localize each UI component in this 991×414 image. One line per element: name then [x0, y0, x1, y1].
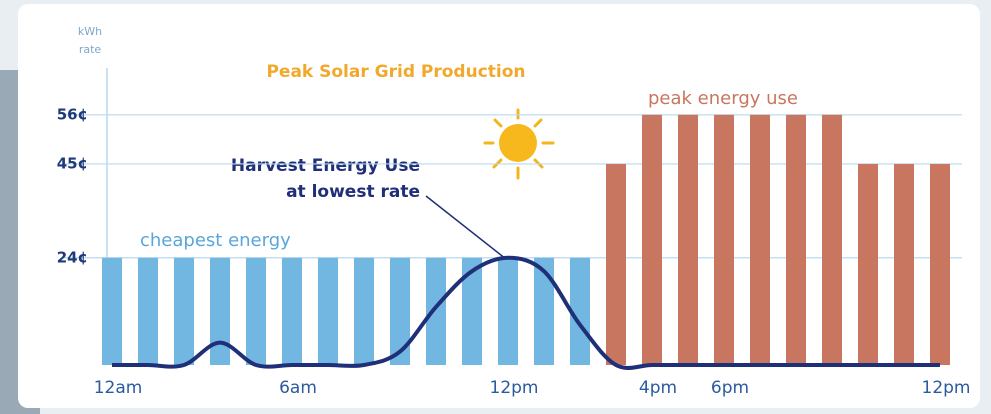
bar	[858, 163, 878, 365]
annotation: cheapest energy	[140, 230, 291, 251]
bar	[102, 257, 122, 365]
bar	[318, 257, 338, 365]
x-tick-label: 6pm	[711, 378, 749, 398]
bar	[534, 257, 554, 365]
bar	[174, 257, 194, 365]
x-tick-label: 6am	[279, 378, 317, 398]
bar	[282, 257, 302, 365]
x-tick-label: 4pm	[639, 378, 677, 398]
bar	[354, 257, 374, 365]
bar	[642, 114, 662, 365]
y-tick-label: 24¢	[57, 248, 88, 266]
bar	[138, 257, 158, 365]
annotation: peak energy use	[648, 88, 798, 109]
annotation: Harvest Energy Use	[231, 156, 420, 176]
sun	[483, 108, 555, 180]
bar	[786, 114, 806, 365]
bar	[390, 257, 410, 365]
bar	[606, 163, 626, 365]
x-tick-label: 12pm	[922, 378, 971, 398]
annotation: at lowest rate	[286, 182, 420, 202]
x-tick-label: 12am	[94, 378, 143, 398]
y-tick-label: 45¢	[57, 154, 88, 172]
annotation-pointer	[425, 195, 507, 260]
x-tick-label: 12pm	[490, 378, 539, 398]
y-tick-label: 56¢	[57, 105, 88, 123]
bar	[894, 163, 914, 365]
y-axis-label: kWh	[78, 25, 102, 38]
bar	[210, 257, 230, 365]
bar	[498, 257, 518, 365]
usage-line	[112, 255, 940, 370]
bar	[246, 257, 266, 365]
bar	[462, 257, 482, 365]
bar	[426, 257, 446, 365]
bar	[750, 114, 770, 365]
bar	[714, 114, 734, 365]
bar	[930, 163, 950, 365]
chart-title: Peak Solar Grid Production	[266, 62, 525, 82]
bar	[678, 114, 698, 365]
bar	[822, 114, 842, 365]
y-axis-label: rate	[79, 43, 102, 56]
bar	[570, 257, 590, 365]
